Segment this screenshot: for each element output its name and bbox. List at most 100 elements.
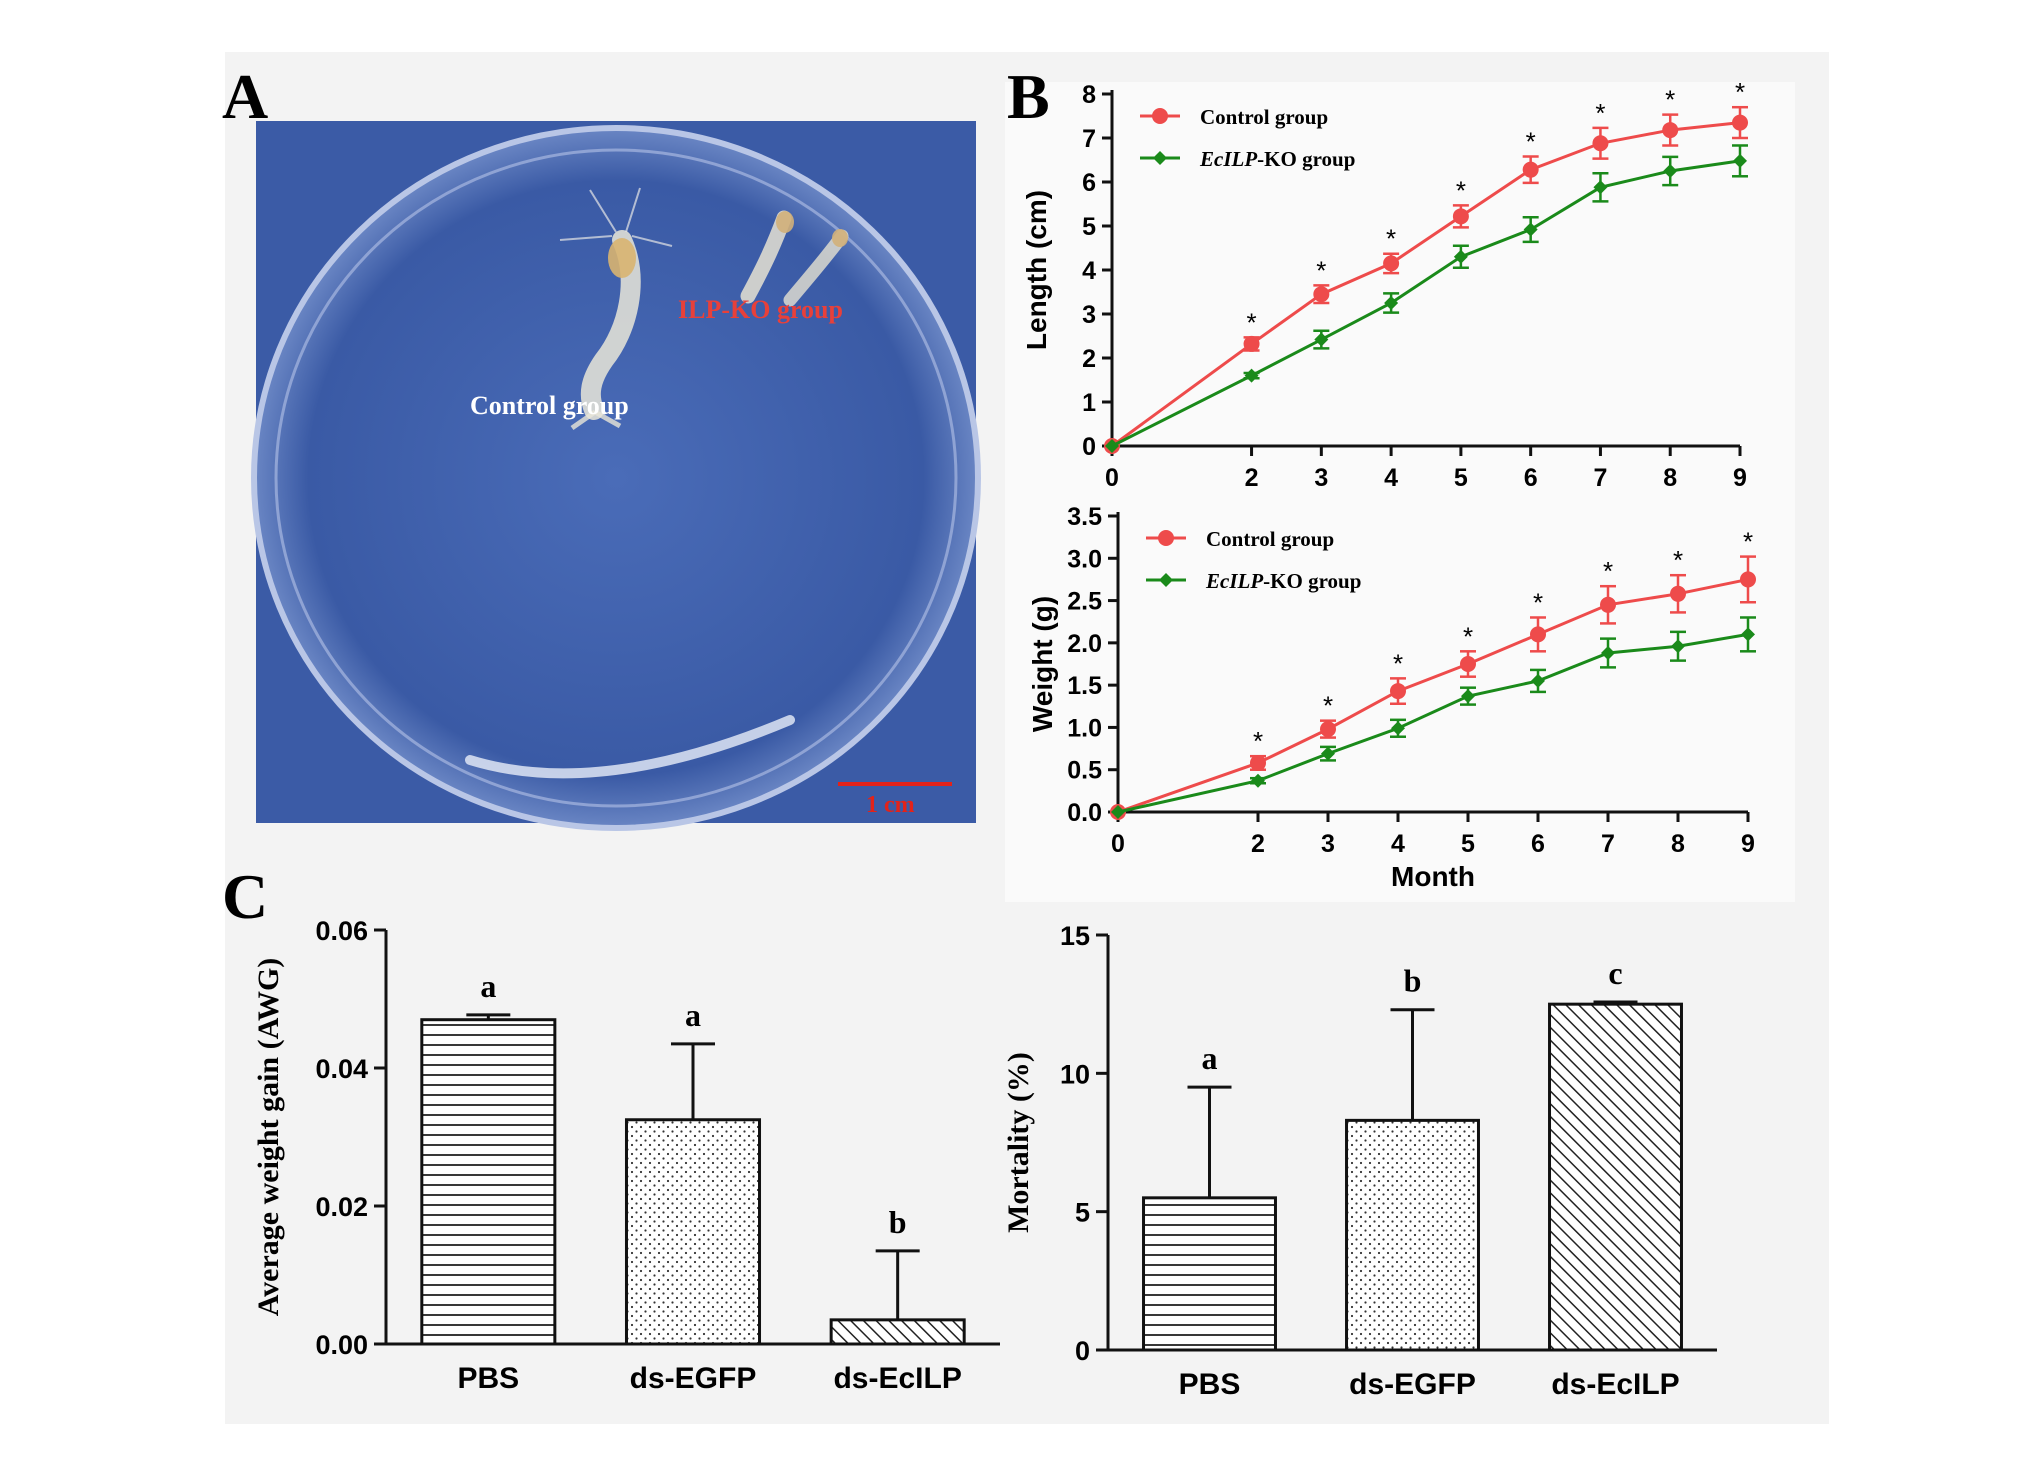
scale-bar-label: 1 cm: [866, 792, 915, 818]
x-tick-label: 0: [1111, 830, 1125, 858]
data-point: [1460, 656, 1476, 672]
legend-marker: [1158, 530, 1174, 546]
y-tick-label: 8: [1082, 81, 1096, 109]
significance-marker: *: [1393, 648, 1403, 678]
y-tick-label: 3: [1082, 301, 1096, 329]
data-point: [1321, 746, 1335, 761]
data-point: [1592, 135, 1609, 152]
x-tick-label: 9: [1741, 830, 1755, 858]
panel-letter-b: B: [1007, 61, 1050, 132]
data-point: [1105, 439, 1119, 453]
y-tick-label: 0.04: [315, 1054, 368, 1084]
data-point: [1390, 683, 1406, 700]
x-tick-label: 5: [1461, 830, 1475, 858]
significance-marker: *: [1735, 77, 1745, 107]
data-point: [1523, 222, 1538, 237]
y-tick-label: 2.0: [1067, 630, 1102, 658]
significance-letter: b: [1404, 963, 1422, 999]
x-tick-label: 9: [1733, 464, 1747, 492]
data-point: [1732, 114, 1748, 131]
x-tick-label: 3: [1314, 464, 1328, 492]
significance-marker: *: [1603, 556, 1613, 586]
y-tick-label: 0.0: [1067, 799, 1102, 827]
data-point: [1452, 208, 1469, 225]
y-axis-title: Mortality (%): [1002, 1052, 1035, 1233]
data-point: [1314, 332, 1329, 347]
petri-dish: [251, 125, 981, 831]
y-tick-label: 5: [1075, 1198, 1090, 1228]
y-tick-label: 0.06: [315, 916, 368, 946]
data-point: [1662, 122, 1679, 139]
bar: [624, 1118, 762, 1346]
y-tick-label: 3.0: [1067, 545, 1102, 573]
y-tick-label: 2: [1082, 345, 1096, 373]
significance-letter: a: [480, 968, 496, 1004]
significance-marker: *: [1316, 255, 1326, 285]
data-point: [1530, 626, 1546, 643]
y-tick-label: 0: [1075, 1336, 1090, 1366]
significance-letter: a: [685, 997, 701, 1033]
legend-label: EcILP-KO group: [1205, 569, 1361, 593]
significance-marker: *: [1456, 175, 1466, 205]
dish-reflection: [465, 715, 795, 779]
significance-marker: *: [1253, 726, 1263, 756]
legend-label-text: Control group: [1206, 527, 1334, 551]
y-tick-label: 4: [1082, 257, 1096, 285]
panel-letter-a: A: [222, 61, 268, 132]
significance-marker: *: [1595, 98, 1605, 128]
data-point: [1384, 296, 1399, 310]
legend-marker: [1159, 573, 1173, 587]
y-tick-label: 0.00: [315, 1330, 368, 1360]
legend-marker: [1153, 151, 1167, 165]
y-tick-label: 2.5: [1067, 588, 1102, 616]
data-point: [1111, 805, 1125, 819]
x-tick-label: 2: [1251, 830, 1265, 858]
x-tick-label: 7: [1593, 464, 1607, 492]
bar: [420, 1018, 557, 1346]
x-tick-label: ds-EcILP: [1551, 1368, 1679, 1401]
significance-marker: *: [1673, 545, 1683, 575]
significance-marker: *: [1386, 224, 1396, 254]
data-point: [1313, 286, 1330, 303]
significance-letter: a: [1202, 1040, 1218, 1076]
data-point: [1243, 335, 1260, 352]
chart-length: 0 1 2 3 4 5 6 7 8 0 2 3 4 5 6 7 8 9 Length (cm) * * * * * * * * Con…: [1021, 77, 1748, 492]
bar: [1142, 1196, 1277, 1352]
x-axis-title: Month: [1391, 861, 1475, 892]
x-tick-label: 6: [1531, 830, 1545, 858]
y-axis-title: Weight (g): [1027, 596, 1058, 732]
bar: [1345, 1118, 1480, 1352]
shrimp-control: [559, 187, 673, 431]
photo-label-ko: ILP-KO group: [678, 295, 843, 324]
panel-b-background: [1005, 82, 1795, 902]
chart-mortality: 0 5 10 15 Mortality (%) a PBS b ds-EGFP c ds-EcILP: [1002, 921, 1717, 1401]
significance-marker: *: [1323, 691, 1333, 721]
data-point: [1600, 596, 1616, 613]
significance-marker: *: [1526, 126, 1536, 156]
y-tick-label: 1.5: [1067, 672, 1102, 700]
x-tick-label: 3: [1321, 830, 1335, 858]
legend-label-italic: EcILP: [1199, 147, 1257, 171]
y-tick-label: 0: [1082, 433, 1096, 461]
legend-label-text: -KO group: [1257, 147, 1355, 171]
legend-label-italic: EcILP: [1205, 569, 1263, 593]
y-tick-label: 6: [1082, 169, 1096, 197]
x-tick-label: ds-EcILP: [833, 1362, 961, 1395]
x-tick-label: ds-EGFP: [630, 1362, 757, 1395]
panel-a-photo: ILP-KO group Control group 1 cm: [251, 121, 981, 831]
significance-marker: *: [1743, 527, 1753, 557]
x-tick-label: PBS: [457, 1362, 519, 1395]
x-tick-label: 0: [1105, 464, 1119, 492]
significance-marker: *: [1665, 85, 1675, 115]
data-point: [1671, 639, 1685, 654]
data-point: [1320, 721, 1336, 738]
bar: [829, 1318, 966, 1346]
y-tick-label: 5: [1082, 213, 1096, 241]
significance-marker: *: [1533, 587, 1543, 617]
x-tick-label: 7: [1601, 830, 1615, 858]
y-axis-title: Length (cm): [1021, 190, 1052, 350]
data-point: [1391, 721, 1405, 736]
data-point: [1740, 571, 1756, 588]
